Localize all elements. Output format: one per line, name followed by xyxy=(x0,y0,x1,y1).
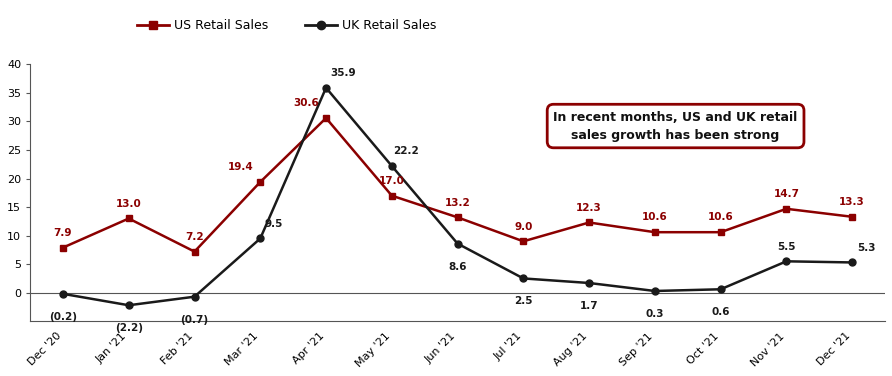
Text: 1.7: 1.7 xyxy=(580,301,599,311)
Text: 0.6: 0.6 xyxy=(712,307,730,317)
US Retail Sales xyxy=(518,239,529,244)
Text: (0.7): (0.7) xyxy=(180,315,209,325)
Text: (0.2): (0.2) xyxy=(49,312,77,322)
US Retail Sales xyxy=(847,215,857,219)
Text: 19.4: 19.4 xyxy=(228,162,253,172)
US Retail Sales xyxy=(452,215,463,220)
UK Retail Sales xyxy=(649,289,660,293)
UK Retail Sales xyxy=(321,85,332,90)
UK Retail Sales xyxy=(386,164,397,168)
UK Retail Sales xyxy=(715,287,726,291)
Text: (2.2): (2.2) xyxy=(115,323,143,333)
US Retail Sales xyxy=(123,216,134,221)
UK Retail Sales xyxy=(781,259,792,264)
US Retail Sales xyxy=(715,230,726,235)
US Retail Sales xyxy=(189,249,200,254)
Text: 22.2: 22.2 xyxy=(392,146,418,156)
Text: 30.6: 30.6 xyxy=(293,98,319,108)
Text: 13.3: 13.3 xyxy=(839,197,865,207)
Text: In recent months, US and UK retail
sales growth has been strong: In recent months, US and UK retail sales… xyxy=(553,111,797,141)
UK Retail Sales xyxy=(518,276,529,281)
UK Retail Sales xyxy=(255,236,266,241)
UK Retail Sales xyxy=(189,294,200,299)
Text: 10.6: 10.6 xyxy=(707,212,733,223)
Text: 7.9: 7.9 xyxy=(54,228,72,238)
UK Retail Sales xyxy=(452,241,463,246)
Text: 7.2: 7.2 xyxy=(186,232,204,242)
UK Retail Sales xyxy=(123,303,134,308)
Line: US Retail Sales: US Retail Sales xyxy=(60,115,855,255)
Text: 8.6: 8.6 xyxy=(449,262,467,272)
Text: 17.0: 17.0 xyxy=(379,176,405,186)
US Retail Sales xyxy=(386,193,397,198)
UK Retail Sales xyxy=(847,260,857,265)
US Retail Sales xyxy=(321,116,332,120)
Text: 12.3: 12.3 xyxy=(576,203,602,213)
US Retail Sales xyxy=(255,180,266,184)
Text: 13.0: 13.0 xyxy=(116,199,142,209)
UK Retail Sales xyxy=(583,281,594,285)
Line: UK Retail Sales: UK Retail Sales xyxy=(60,84,855,309)
Text: 10.6: 10.6 xyxy=(642,212,668,223)
Text: 5.3: 5.3 xyxy=(857,243,875,253)
Text: 14.7: 14.7 xyxy=(773,189,799,199)
Text: 2.5: 2.5 xyxy=(514,297,533,306)
Text: 9.0: 9.0 xyxy=(514,221,533,232)
Legend: US Retail Sales, UK Retail Sales: US Retail Sales, UK Retail Sales xyxy=(132,14,441,37)
US Retail Sales xyxy=(58,246,69,250)
US Retail Sales xyxy=(649,230,660,235)
Text: 0.3: 0.3 xyxy=(646,309,665,319)
UK Retail Sales xyxy=(58,291,69,296)
Text: 13.2: 13.2 xyxy=(445,198,470,208)
Text: 5.5: 5.5 xyxy=(777,242,796,252)
US Retail Sales xyxy=(781,206,792,211)
US Retail Sales xyxy=(583,220,594,225)
Text: 35.9: 35.9 xyxy=(330,68,356,78)
Text: 9.5: 9.5 xyxy=(265,219,284,229)
